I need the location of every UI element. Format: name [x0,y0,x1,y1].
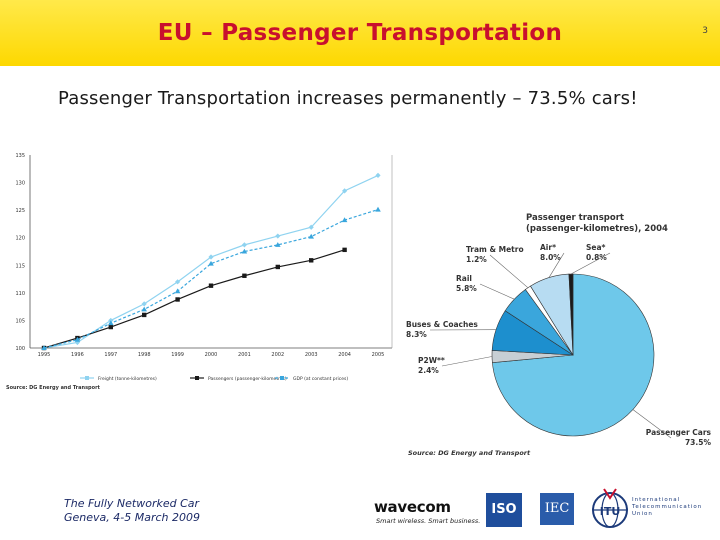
x-tick-label: 2000 [205,352,218,358]
legend-marker [195,376,199,380]
data-point [142,312,147,318]
legend-label: Freight (tonne-kilometres) [98,376,157,382]
data-point [309,258,314,263]
pie-leader-line [441,356,493,367]
data-point [342,188,348,194]
pie-leader-line [479,283,515,300]
data-point [208,260,214,266]
y-tick-label: 110 [15,291,25,297]
x-tick-label: 1998 [138,352,151,358]
pie-source: Source: DG Energy and Transport [408,449,531,457]
itu-logo: ITU International Telecommunication Unio… [590,484,710,532]
data-point [241,248,248,254]
pie-slice-label: Rail [456,274,472,283]
event-name: The Fully Networked Car [64,497,200,510]
legend-label: GDP (at constant prices) [293,376,348,382]
pie-slice-value: 8.3% [406,330,427,339]
data-point [141,306,147,312]
legend-label: Passengers (passenger-kilometres) [208,376,287,382]
header-bar: EU – Passenger Transportation 3 [0,0,720,66]
series-line [43,249,345,349]
event-caption: The Fully Networked Car Geneva, 4-5 Marc… [64,497,200,525]
pie-slice-value: 8.0% [540,253,561,262]
legend-marker [85,376,89,380]
iec-logo: IEC [540,493,574,525]
data-point [275,233,281,239]
pie-leader-line [632,409,672,439]
data-point [242,273,247,278]
y-tick-label: 115 [15,263,25,269]
pie-slice-value: 1.2% [466,255,487,264]
itu-name: International Telecommunication Union [632,497,702,518]
data-point [208,254,214,260]
x-tick-label: 2004 [338,352,351,358]
itu-globe-icon: ITU [592,488,628,528]
x-tick-label: 2002 [271,352,284,358]
slide-title: EU – Passenger Transportation [157,20,563,46]
y-tick-label: 125 [15,208,25,214]
y-tick-label: 100 [15,346,25,352]
wavecom-logo: wavecom Smart wireless. Smart business. [374,498,480,528]
legend-marker [280,376,284,380]
pie-leader-line [570,252,611,275]
x-tick-label: 1999 [171,352,184,358]
pie-slice-value: 73.5% [685,438,712,447]
itu-mark: ITU [600,505,621,518]
pie-slice-label: Air* [540,243,556,252]
x-tick-label: 1997 [104,352,117,358]
data-point [275,242,281,247]
pie-leader-line [548,252,565,278]
data-point [375,172,381,179]
pie-slice [568,273,574,356]
index-line-chart: 100 105 110 115 120 125 130 135 1995 1996 1997 1998… [6,153,393,391]
itu-name-line: Union [632,511,653,517]
wavecom-wordmark: wavecom [374,498,451,516]
pie-slice-value: 5.8% [456,284,477,293]
y-tick-label: 120 [15,236,25,242]
slide-number: 3 [702,26,708,36]
x-tick-label: 2003 [305,352,318,358]
y-tick-label: 135 [15,153,25,159]
x-tick-label: 2005 [372,352,385,358]
iso-logo: ISO [486,493,522,527]
data-point [241,242,247,248]
chart-source: Source: DG Energy and Transport [6,385,101,391]
series-line [43,209,379,349]
pie-title-line: Passenger transport [526,213,624,223]
itu-name-line: Telecommunication [632,504,703,510]
data-point [108,320,114,326]
pie-slice-label: P2W** [418,356,445,365]
x-tick-label: 2001 [238,352,251,358]
event-date-location: Geneva, 4-5 March 2009 [64,511,201,524]
data-point [175,297,180,302]
data-point [308,224,314,230]
itu-name-line: International [632,497,681,503]
pie-slice-label: Buses & Coaches [406,320,478,329]
data-point [208,283,214,288]
x-tick-label: 1995 [38,352,51,358]
y-tick-label: 130 [15,181,25,187]
data-point [74,339,80,346]
data-point [174,288,181,294]
data-point [342,247,347,253]
pie-title-line: (passenger-kilometres), 2004 [526,224,668,234]
data-point [375,206,381,212]
data-point [108,324,113,330]
wavecom-tagline: Smart wireless. Smart business. [376,517,481,525]
pie-leader-line [489,254,529,288]
pie-slice-value: 2.4% [418,366,439,375]
pie-slice-label: Tram & Metro [466,245,524,254]
pie-slice-label: Passenger Cars [646,428,712,437]
pie-slice-label: Sea* [586,243,606,252]
data-point [308,233,314,239]
slide-subtitle: Passenger Transportation increases perma… [58,88,638,109]
x-tick-label: 1996 [71,352,84,358]
y-tick-label: 105 [15,318,25,324]
data-point [341,217,348,223]
data-point [275,264,280,270]
passenger-transport-pie-chart: Passenger transport(passenger-kilometres… [398,205,720,465]
pie-slice-value: 0.8% [586,253,607,262]
data-point [74,336,81,342]
data-point [41,345,47,350]
